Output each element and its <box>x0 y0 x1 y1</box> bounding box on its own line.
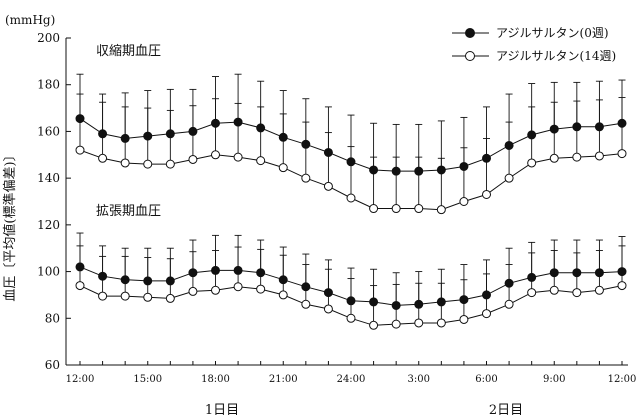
data-point <box>211 150 220 160</box>
x-ticks: 12:00 15:00 18:00 21:00 24:00 3:00 6:00 9:00 12:… <box>66 361 637 385</box>
data-point <box>278 163 288 173</box>
data-point <box>120 158 130 168</box>
y-unit-label: (mmHg) <box>5 13 55 27</box>
data-point <box>436 318 446 328</box>
data-point <box>75 281 85 291</box>
data-point <box>233 282 243 292</box>
data-point <box>436 205 446 215</box>
data-point <box>188 154 198 164</box>
legend-item-0wk: アジルサルタン(0週) <box>452 26 609 40</box>
data-point <box>120 291 130 301</box>
legend-label-0wk: アジルサルタン(0週) <box>496 26 609 40</box>
x-tick-label: 9:00 <box>543 374 565 385</box>
y-tick-label: 140 <box>37 171 60 185</box>
x-tick-label: 12:00 <box>66 374 95 385</box>
data-point <box>414 318 424 328</box>
data-point <box>278 290 288 300</box>
x-tick-label: 12:00 <box>608 374 637 385</box>
data-point <box>572 288 582 298</box>
y-axis-title-text: 血圧〔平均値(標準偏差)〕 <box>2 148 18 301</box>
y-tick-label: 160 <box>37 124 60 138</box>
data-point <box>391 319 401 329</box>
data-point <box>346 313 356 323</box>
data-point <box>211 285 220 295</box>
data-point <box>165 159 175 169</box>
x-tick-label: 24:00 <box>337 374 366 385</box>
data-point <box>165 293 175 303</box>
x-tick-label: 6:00 <box>475 374 497 385</box>
day-label-1: 1日目 <box>205 403 239 418</box>
legend-marker-open <box>465 51 475 61</box>
x-tick-label: 21:00 <box>269 374 298 385</box>
series-layer <box>75 73 627 330</box>
data-point <box>549 153 559 163</box>
legend: アジルサルタン(0週) アジルサルタン(14週) <box>452 26 616 63</box>
data-point <box>323 304 333 314</box>
y-tick-label: 120 <box>37 218 60 232</box>
data-point <box>75 145 85 155</box>
data-point <box>549 285 559 295</box>
data-point <box>414 204 424 214</box>
y-tick-label: 60 <box>45 358 60 372</box>
x-tick-label: 18:00 <box>201 374 230 385</box>
data-point <box>594 285 604 295</box>
legend-item-14wk: アジルサルタン(14週) <box>452 49 616 63</box>
y-tick-label: 180 <box>37 78 60 92</box>
data-point <box>369 204 379 214</box>
data-point <box>346 193 356 203</box>
data-point <box>369 320 379 330</box>
y-tick-label: 80 <box>45 311 60 325</box>
day-label-2: 2日目 <box>489 403 523 418</box>
x-tick-label: 15:00 <box>133 374 162 385</box>
data-point <box>594 151 604 161</box>
data-point <box>323 181 333 191</box>
series-14wk-diastolic <box>75 245 627 330</box>
group-label-diastolic: 拡張期血圧 <box>96 204 161 219</box>
data-point <box>301 173 311 183</box>
y-axis-title: 血圧〔平均値(標準偏差)〕 <box>2 148 18 301</box>
y-tick-label: 100 <box>37 265 60 279</box>
legend-marker-filled <box>465 28 475 38</box>
data-point <box>143 159 153 169</box>
data-point <box>98 153 108 163</box>
data-point <box>527 288 537 298</box>
data-point <box>98 291 108 301</box>
data-point <box>617 149 627 159</box>
data-point <box>188 286 198 296</box>
data-point <box>504 299 514 309</box>
group-label-systolic: 収縮期血圧 <box>96 43 161 59</box>
data-point <box>482 309 491 319</box>
data-point <box>301 299 311 309</box>
data-point <box>256 156 266 166</box>
y-ticks: 200 180 160 140 120 100 80 60 <box>37 31 71 372</box>
data-point <box>256 284 266 294</box>
data-point <box>617 281 627 291</box>
data-point <box>504 173 514 183</box>
legend-label-14wk: アジルサルタン(14週) <box>496 49 616 63</box>
data-point <box>459 314 469 324</box>
data-point <box>233 152 243 162</box>
data-point <box>527 158 537 168</box>
data-point <box>572 152 582 162</box>
y-tick-label: 200 <box>37 31 60 45</box>
data-point <box>482 189 491 199</box>
data-point <box>459 197 469 206</box>
series-14wk-systolic <box>75 93 627 215</box>
series-0wk-diastolic <box>75 232 627 310</box>
x-tick-label: 3:00 <box>408 374 430 385</box>
data-point <box>143 292 153 302</box>
data-point <box>391 204 401 214</box>
